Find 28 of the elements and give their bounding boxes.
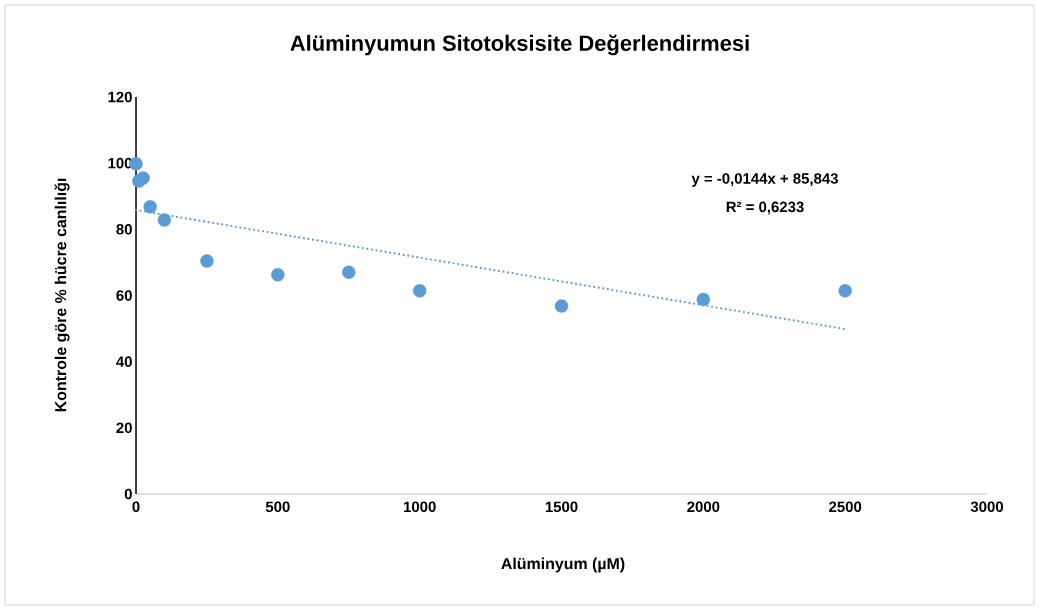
y-tick-label: 40 xyxy=(116,356,132,367)
y-tick-label: 80 xyxy=(116,224,132,235)
point xyxy=(696,292,711,307)
x-axis-title: Alüminyum (µM) xyxy=(501,557,625,573)
chart-title: Alüminyumun Sitotoksisite Değerlendirmesi xyxy=(290,34,749,56)
x-tick-label: 2000 xyxy=(687,501,720,513)
y-tick-label: 60 xyxy=(116,290,132,301)
x-tick-label: 3000 xyxy=(970,501,1003,513)
point xyxy=(200,254,214,268)
y-tick-label: 20 xyxy=(116,422,132,434)
y-tick-label: 0 xyxy=(124,488,132,500)
x-tick-label: 0 xyxy=(132,501,140,513)
point xyxy=(412,284,427,298)
point xyxy=(143,200,157,214)
x-tick-label: 500 xyxy=(265,501,290,513)
y-tick-label: 120 xyxy=(108,91,132,103)
point xyxy=(157,213,172,227)
x-tick-label: 1000 xyxy=(403,501,436,513)
x-tick-label: 2500 xyxy=(829,501,862,513)
annotation: R² = 0,6233 xyxy=(726,201,804,215)
annotation: y = -0,0144x + 85,843 xyxy=(691,173,838,187)
x-tick-label: 1500 xyxy=(545,501,578,513)
point xyxy=(136,171,150,185)
point xyxy=(554,299,569,313)
point xyxy=(342,265,356,280)
point xyxy=(838,284,852,298)
point xyxy=(271,267,285,282)
y-axis-title: Kontrole göre % hücre canlılığı xyxy=(54,178,70,412)
